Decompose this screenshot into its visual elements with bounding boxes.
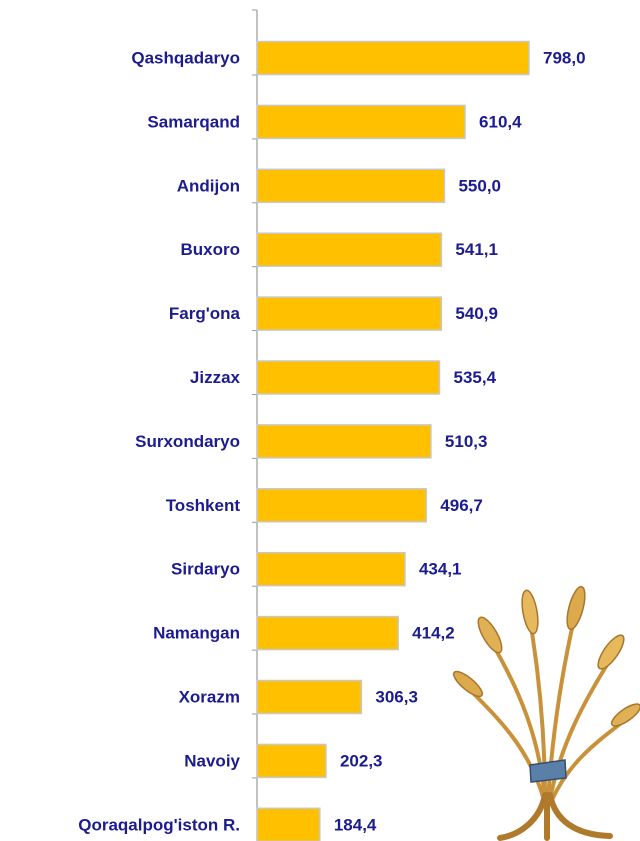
value-label: 510,3: [445, 432, 488, 451]
category-label: Andijon: [177, 176, 240, 195]
value-label: 535,4: [453, 368, 496, 387]
bar: [256, 615, 399, 651]
bar: [256, 296, 443, 331]
bar: [256, 104, 466, 140]
bar: [256, 40, 530, 76]
category-label: Navoiy: [184, 751, 240, 770]
category-label: Xorazm: [179, 687, 240, 706]
value-label: 202,3: [340, 751, 383, 770]
category-label: Namangan: [153, 624, 240, 643]
category-label: Samarqand: [147, 112, 240, 131]
category-label: Jizzax: [190, 368, 241, 387]
bar: [256, 743, 327, 779]
value-label: 610,4: [479, 112, 522, 131]
value-label: 306,3: [375, 687, 418, 706]
bar: [256, 807, 321, 841]
category-label: Qashqadaryo: [131, 48, 240, 67]
category-label: Farg'ona: [169, 304, 241, 323]
value-label: 550,0: [458, 176, 501, 195]
value-label: 184,4: [334, 815, 377, 834]
category-label: Sirdaryo: [171, 560, 240, 579]
category-label: Qoraqalpog'iston R.: [78, 815, 240, 834]
value-label: 414,2: [412, 624, 455, 643]
bar: [256, 232, 443, 267]
category-label: Toshkent: [166, 496, 241, 515]
bar: [256, 168, 446, 204]
category-label: Surxondaryo: [135, 432, 240, 451]
bar: [256, 424, 432, 459]
bar: [256, 360, 441, 395]
wheat-decoration: [452, 585, 640, 841]
value-label: 541,1: [455, 240, 498, 259]
bar: [256, 488, 428, 523]
value-label: 540,9: [455, 304, 498, 323]
value-label: 798,0: [543, 48, 586, 67]
category-label: Buxoro: [181, 240, 241, 259]
value-label: 434,1: [419, 560, 462, 579]
bar: [256, 679, 363, 715]
value-label: 496,7: [440, 496, 483, 515]
bar: [256, 551, 406, 587]
